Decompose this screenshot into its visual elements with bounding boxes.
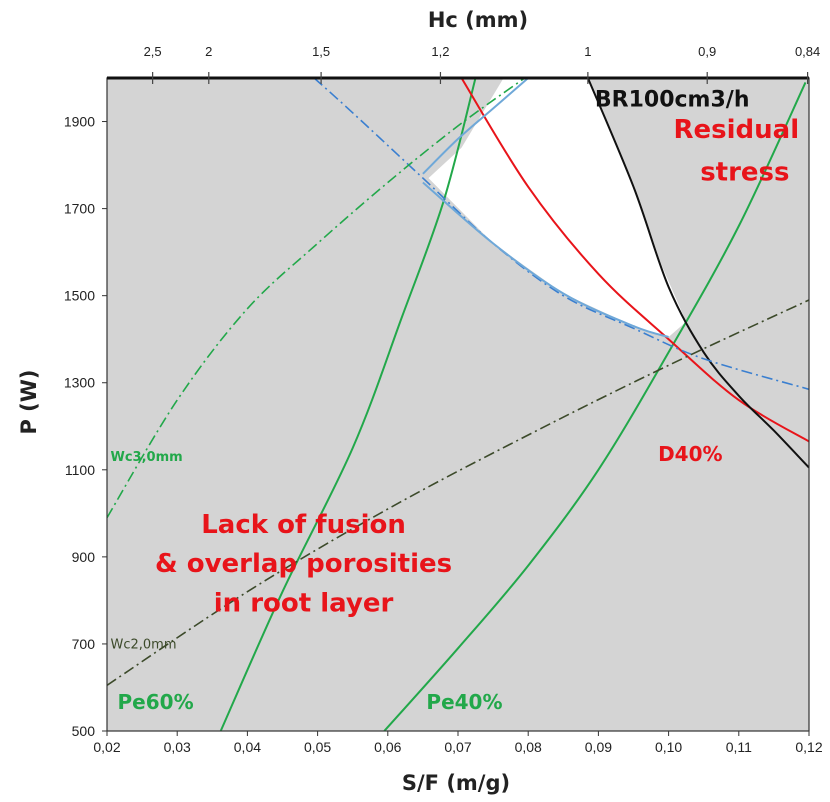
series-line-unlabeled-4 — [313, 78, 809, 391]
series-line-wc2-0mm — [107, 299, 809, 686]
x-tick-label: 0,10 — [655, 739, 682, 755]
annotation-label: Wc2,0mm — [111, 637, 177, 652]
top-tick-label: 0,84 — [795, 44, 820, 59]
y-tick-label: 700 — [72, 636, 96, 652]
series-line-unlabeled-5 — [422, 181, 669, 338]
x-tick-label: 0,06 — [374, 739, 401, 755]
top-tick-label: 1 — [584, 44, 591, 59]
annotation-label: & overlap porosities — [155, 549, 452, 579]
annotation-label: Lack of fusion — [201, 510, 406, 540]
y-tick-label: 1700 — [64, 201, 95, 217]
y-tick-label: 1300 — [64, 375, 95, 391]
y-tick-label: 900 — [72, 549, 96, 565]
top-tick-label: 1,2 — [431, 44, 449, 59]
series-line-br100cm3-h — [586, 78, 809, 469]
x-tick-label: 0,09 — [585, 739, 612, 755]
top-axis-title: Hc (mm) — [428, 8, 528, 32]
x-tick-label: 0,12 — [795, 739, 822, 755]
annotation-label: D40% — [658, 442, 722, 466]
plot-area: 0,02 0,03 0,04 0,05 0,06 0,07 0,08 0,09 0,10 0,11… — [64, 44, 823, 755]
series-line-unlabeled-6 — [422, 78, 529, 175]
y-tick-label: 1100 — [65, 462, 95, 478]
annotation-label: Wc3,0mm — [111, 450, 183, 465]
process-window-region — [428, 78, 687, 337]
y-axis-title: P (W) — [17, 369, 41, 434]
top-tick-label: 0,9 — [698, 44, 716, 59]
y-tick-label: 1900 — [64, 114, 95, 130]
x-tick-label: 0,08 — [515, 739, 542, 755]
annotation-label: stress — [700, 157, 789, 187]
x-tick-label: 0,07 — [444, 739, 471, 755]
top-tick-label: 2 — [205, 44, 212, 59]
x-tick-label: 0,11 — [726, 739, 752, 755]
x-tick-label: 0,05 — [304, 739, 331, 755]
x-tick-label: 0,02 — [93, 739, 120, 755]
top-tick-label: 1,5 — [312, 44, 330, 59]
series-line-pe60 — [219, 78, 477, 731]
annotation-label: Residual — [674, 115, 800, 145]
annotation-label: Pe60% — [118, 690, 194, 714]
series-line-d40 — [460, 78, 809, 443]
x-axis-title: S/F (m/g) — [402, 771, 510, 795]
annotation-label: in root layer — [214, 588, 394, 618]
series-line-wc3-0mm — [107, 78, 526, 519]
annotation-label: Pe40% — [426, 690, 502, 714]
x-tick-label: 0,04 — [234, 739, 261, 755]
y-tick-label: 1500 — [64, 288, 95, 304]
y-tick-label: 500 — [72, 723, 96, 739]
annotation-label: BR100cm3/h — [595, 87, 750, 112]
x-tick-label: 0,03 — [164, 739, 191, 755]
top-tick-label: 2,5 — [144, 44, 162, 59]
series-line-pe40 — [383, 81, 807, 731]
